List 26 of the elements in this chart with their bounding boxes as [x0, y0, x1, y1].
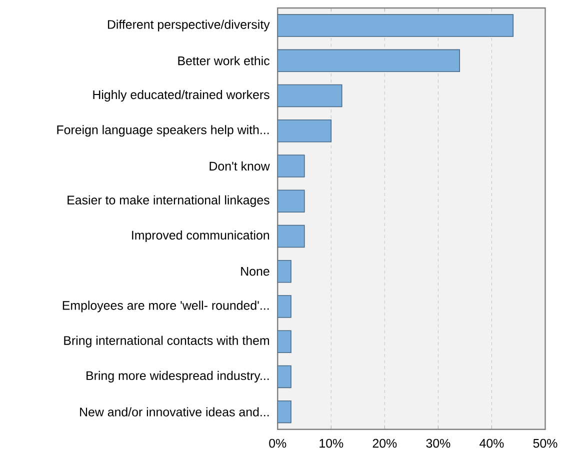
x-tick-label: 50% — [533, 438, 558, 448]
x-tick-label: 0% — [269, 438, 286, 448]
bar — [278, 190, 305, 212]
y-tick-label: None — [241, 266, 270, 276]
x-tick-label: 40% — [480, 438, 504, 448]
bar — [278, 224, 305, 248]
y-tick-label: Better work ethic — [178, 56, 270, 66]
x-tick-label: 20% — [372, 438, 397, 448]
y-tick-label: Bring international contacts with them — [64, 336, 269, 348]
bar — [278, 14, 514, 37]
y-tick-label: New and/or innovative ideas and... — [80, 407, 269, 416]
bar — [278, 49, 460, 72]
bar — [278, 366, 291, 388]
x-tick-label: 30% — [426, 438, 450, 448]
bar — [278, 84, 342, 107]
x-tick-label: 10% — [320, 438, 344, 448]
y-tick-label: Don't know — [210, 161, 270, 170]
bar — [278, 119, 332, 142]
y-tick-label: Foreign language speakers help with... — [57, 124, 269, 137]
y-tick-label: Bring more widespread industry... — [86, 370, 269, 382]
y-tick-label: Highly educated/trained workers — [93, 90, 270, 102]
y-tick-label: Different perspective/diversity — [108, 20, 270, 32]
bar — [278, 154, 305, 178]
y-tick-label: Easier to make international linkages — [68, 195, 270, 207]
y-tick-label: Improved communication — [132, 230, 270, 242]
y-tick-label: Employees are more 'well- rounded'... — [62, 300, 269, 312]
